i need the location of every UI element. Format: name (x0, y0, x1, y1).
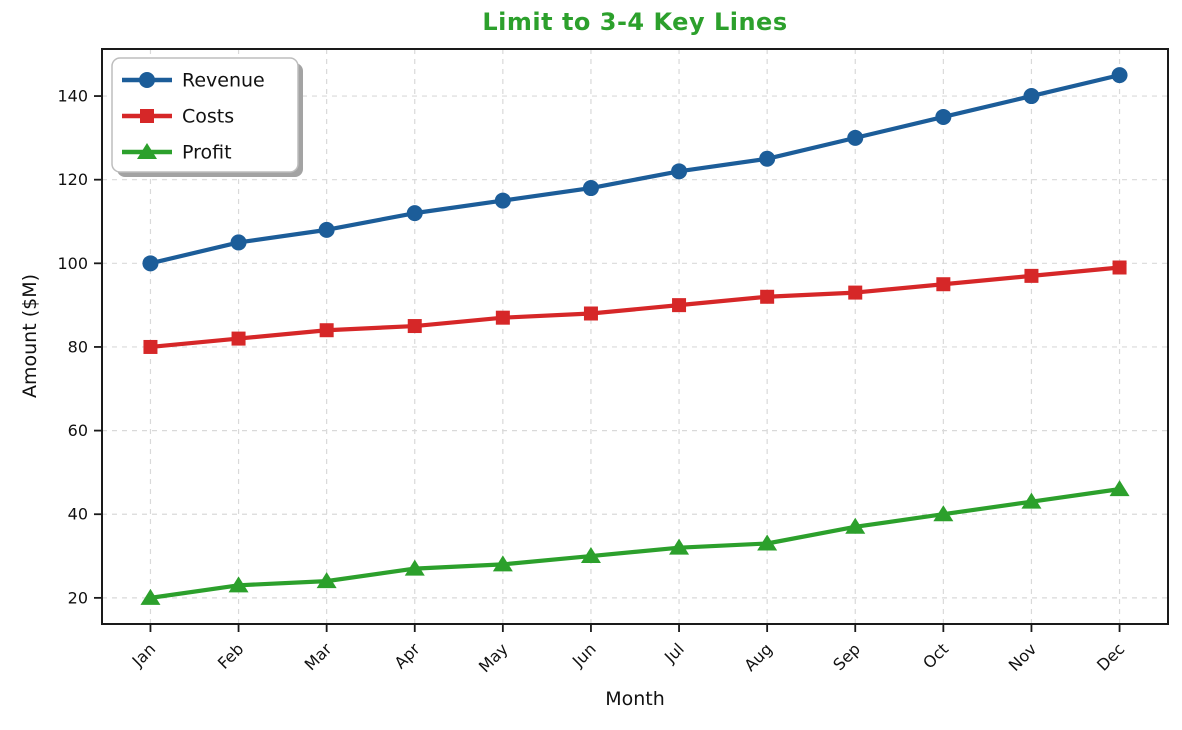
x-tick-label: Jul (660, 639, 688, 667)
legend-item: Costs (122, 106, 234, 128)
x-tick-label: Apr (391, 639, 424, 672)
profit-marker (492, 555, 513, 572)
x-tick-label: May (475, 639, 512, 676)
costs-marker (231, 331, 246, 346)
costs-marker (1024, 268, 1039, 283)
revenue-marker (847, 129, 864, 146)
revenue-marker (406, 205, 423, 222)
costs-line (148, 265, 1122, 350)
x-axis-label: Month (605, 688, 665, 710)
revenue-marker (935, 108, 952, 125)
costs-marker (319, 323, 334, 338)
revenue-marker (1023, 88, 1040, 105)
costs-marker (672, 298, 687, 313)
legend-label: Profit (182, 142, 232, 164)
x-tick-label: Jan (128, 639, 160, 671)
legend-item: Profit (122, 142, 232, 164)
legend: Revenue Costs Profit (111, 57, 303, 177)
profit-marker (669, 538, 690, 555)
profit-marker (933, 505, 954, 522)
profit-marker (140, 588, 161, 605)
costs-marker (583, 306, 598, 321)
plot-border (101, 48, 1169, 625)
legend-label: Revenue (182, 70, 265, 92)
costs-marker (760, 289, 775, 304)
legend-label: Costs (182, 106, 234, 128)
costs-marker (936, 277, 951, 292)
revenue-marker (671, 163, 688, 180)
profit-marker (228, 576, 249, 593)
y-tick-label: 40 (68, 505, 88, 524)
revenue-marker (582, 180, 599, 197)
revenue-series (142, 67, 1128, 272)
revenue-line (148, 73, 1122, 266)
revenue-marker (318, 221, 335, 238)
revenue-marker (1111, 67, 1128, 84)
profit-marker (316, 572, 337, 589)
profit-series (140, 480, 1130, 605)
y-tick-label: 80 (68, 337, 88, 356)
profit-marker (757, 534, 778, 551)
revenue-marker (494, 192, 511, 209)
profit-marker (1109, 480, 1130, 497)
y-axis-label: Amount ($M) (19, 273, 41, 399)
x-tick-label: Sep (829, 639, 864, 674)
revenue-marker (142, 255, 159, 272)
x-tick-label: Feb (214, 639, 247, 672)
x-tick-label: Oct (919, 639, 952, 672)
costs-marker (848, 285, 863, 300)
profit-marker (580, 547, 601, 564)
x-tick-label: Aug (740, 639, 776, 675)
chart-title: Limit to 3-4 Key Lines (482, 8, 788, 36)
y-tick-label: 20 (68, 588, 88, 607)
legend-item: Revenue (122, 70, 265, 92)
legend-box (111, 57, 299, 173)
profit-marker (845, 517, 866, 534)
y-tick-label: 60 (68, 421, 88, 440)
x-tick-label: Nov (1005, 639, 1041, 675)
profit-marker (404, 559, 425, 576)
costs-series (143, 260, 1127, 354)
y-tick-label: 140 (57, 87, 88, 106)
revenue-marker (759, 150, 776, 167)
revenue-marker (230, 234, 247, 251)
costs-marker (143, 339, 158, 354)
x-tick-label: Dec (1093, 639, 1128, 674)
costs-marker (1112, 260, 1127, 275)
x-tick-label: Mar (301, 639, 336, 674)
costs-marker (495, 310, 510, 325)
legend-triangle-icon (137, 143, 157, 159)
profit-line (148, 487, 1122, 600)
profit-marker (1021, 492, 1042, 509)
legend-square-icon (140, 109, 154, 123)
x-tick-label: Jun (568, 639, 600, 671)
y-tick-label: 100 (57, 254, 88, 273)
legend-circle-icon (139, 72, 155, 88)
y-tick-label: 120 (57, 170, 88, 189)
costs-marker (407, 319, 422, 334)
